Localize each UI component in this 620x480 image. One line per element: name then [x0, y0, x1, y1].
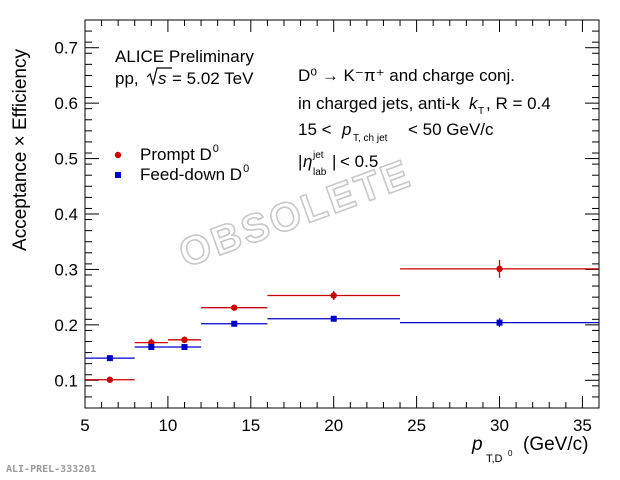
svg-text:lab: lab — [313, 167, 327, 178]
svg-text:T: T — [478, 106, 484, 117]
svg-text:T, ch jet: T, ch jet — [353, 133, 388, 144]
svg-text:|: | — [332, 152, 336, 171]
svg-text:T,D: T,D — [486, 453, 503, 465]
x-tick-label: 10 — [158, 416, 177, 435]
jet-label: in charged jets, anti-k k T , R = 0.4 — [298, 94, 551, 117]
experiment-label: ALICE Preliminary — [115, 47, 254, 66]
y-tick-label: 0.7 — [54, 39, 78, 58]
decay-label: D⁰ → K⁻π⁺ and charge conj. — [298, 66, 515, 85]
y-tick-label: 0.6 — [54, 94, 78, 113]
x-tick-label: 5 — [80, 416, 89, 435]
prompt-point — [181, 336, 188, 344]
y-tick-label: 0.2 — [54, 316, 78, 335]
x-tick-label: 35 — [573, 416, 592, 435]
x-tick-label: 25 — [407, 416, 426, 435]
y-axis-label: Acceptance × Efficiency — [10, 49, 31, 251]
data-marks — [85, 260, 599, 383]
svg-text:k: k — [469, 94, 479, 113]
energy-label: = 5.02 TeV — [172, 69, 254, 88]
x-axis-ticks: 5 10 15 20 25 30 35 — [80, 20, 600, 435]
annotation-left: ALICE Preliminary pp, s = 5.02 TeV — [115, 47, 254, 88]
legend-label-sup: 0 — [243, 163, 249, 175]
feeddown-point — [231, 320, 238, 327]
svg-text:jet: jet — [312, 150, 324, 161]
figure-id: ALI-PREL-333201 — [6, 464, 96, 475]
y-tick-label: 0.3 — [54, 260, 78, 279]
feeddown-point — [106, 355, 113, 362]
svg-text:< 50 GeV/c: < 50 GeV/c — [408, 120, 494, 139]
svg-text:(GeV/c): (GeV/c) — [523, 434, 588, 455]
y-tick-label: 0.4 — [54, 205, 78, 224]
prompt-point — [231, 304, 238, 311]
feeddown-point — [496, 319, 503, 326]
legend-label-sup: 0 — [213, 143, 219, 155]
svg-text:s: s — [158, 69, 167, 88]
prompt-point — [496, 265, 503, 273]
annotation-right: D⁰ → K⁻π⁺ and charge conj. in charged je… — [298, 66, 551, 178]
y-axis-ticks: 0.1 0.2 0.3 0.4 0.5 0.6 0.7 — [54, 19, 599, 409]
svg-text:< 0.5: < 0.5 — [340, 152, 378, 171]
sqrt-s-symbol: s — [146, 67, 172, 88]
system-label: pp, — [115, 69, 139, 88]
svg-text:, R = 0.4: , R = 0.4 — [486, 94, 551, 113]
prompt-point — [106, 376, 114, 383]
x-tick-label: 30 — [490, 416, 509, 435]
x-axis-label: p T,D 0 (GeV/c) — [471, 434, 588, 465]
svg-text:p: p — [341, 120, 351, 139]
legend-marker-prompt — [114, 151, 122, 159]
feeddown-point — [330, 315, 337, 322]
legend-label: Feed-down D — [140, 165, 242, 184]
svg-text:0: 0 — [508, 449, 513, 458]
eta-label: | η jet lab | < 0.5 — [298, 150, 378, 178]
feeddown-point — [181, 344, 188, 351]
svg-text:p: p — [471, 434, 483, 455]
prompt-point — [330, 292, 337, 299]
y-tick-label: 0.1 — [54, 371, 78, 390]
svg-text:|: | — [298, 152, 302, 171]
feeddown-point — [148, 344, 155, 351]
pt-range-label: 15 < p T, ch jet < 50 GeV/c — [298, 120, 494, 144]
x-tick-label: 15 — [241, 416, 260, 435]
legend-label: Prompt D — [140, 145, 212, 164]
x-tick-label: 20 — [324, 416, 343, 435]
svg-text:η: η — [303, 152, 312, 171]
y-tick-label: 0.5 — [54, 150, 78, 169]
legend-marker-feeddown — [115, 172, 121, 178]
svg-text:15 <: 15 < — [298, 120, 332, 139]
svg-text:in charged jets, anti-k: in charged jets, anti-k — [298, 94, 460, 113]
